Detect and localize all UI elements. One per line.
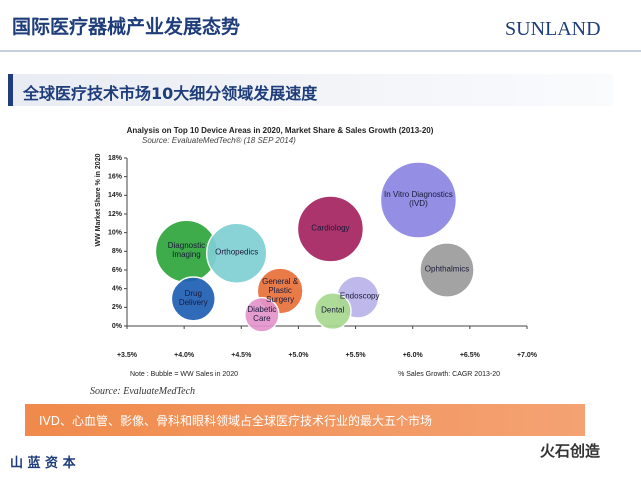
x-tick-label: +5.5% xyxy=(346,352,367,359)
chart-title: Analysis on Top 10 Device Areas in 2020,… xyxy=(127,126,434,135)
bubble xyxy=(379,161,458,239)
chart-note: Note : Bubble = WW Sales in 2020 xyxy=(130,371,238,378)
x-tick-label: +6.0% xyxy=(403,352,424,359)
x-tick-label: +4.0% xyxy=(174,352,195,359)
bubble-label: Cardiology xyxy=(311,223,350,233)
bubble-label: Orthopedics xyxy=(215,247,259,257)
bubble-label: Diagnostic Imaging xyxy=(167,241,206,260)
y-tick-label: 16% xyxy=(108,174,123,181)
bubble xyxy=(313,292,352,331)
x-axis-label: % Sales Growth: CAGR 2013-20 xyxy=(398,371,500,378)
watermark: 火石创造 xyxy=(540,442,601,460)
bubble-label: In Vitro Diagnostics (IVD) xyxy=(384,190,453,208)
bubble xyxy=(243,296,280,333)
x-tick-label: +4.5% xyxy=(231,352,252,359)
bubble-label: Ophthalmics xyxy=(424,264,470,274)
slide-title: 国际医疗器械产业发展态势 xyxy=(12,16,241,38)
highlight-bar: IVD、心血管、影像、骨科和眼科领域占全球医疗技术行业的最大五个市场 xyxy=(25,404,585,436)
x-tick-label: +7.0% xyxy=(517,352,538,359)
y-tick-label: 4% xyxy=(112,286,123,293)
bubble-label: General & Plastic Surgery xyxy=(262,276,299,304)
y-tick-label: 0% xyxy=(112,323,123,330)
y-axis-label: WW Market Share % in 2020 xyxy=(95,153,102,246)
y-tick-label: 6% xyxy=(112,267,123,274)
x-tick-label: +6.5% xyxy=(460,352,481,359)
highlight-text: IVD、心血管、影像、骨科和眼科领域占全球医疗技术行业的最大五个市场 xyxy=(39,414,432,428)
y-tick-label: 18% xyxy=(108,155,123,162)
bubble xyxy=(205,222,268,284)
section-banner: 全球医疗技术市场10大细分领域发展速度 xyxy=(8,74,613,106)
header-rule xyxy=(0,50,641,52)
y-tick-label: 8% xyxy=(112,248,123,255)
logo: SUNLAND xyxy=(505,18,601,40)
banner-text: 全球医疗技术市场10大细分领域发展速度 xyxy=(23,84,318,103)
y-tick-label: 14% xyxy=(108,192,123,199)
y-tick-label: 12% xyxy=(108,211,123,218)
bubble-label: Diabetic Care xyxy=(247,305,277,323)
bubble xyxy=(296,195,365,263)
company-name: 山 蓝 资 本 xyxy=(10,456,76,471)
bubble xyxy=(419,242,475,298)
y-tick-label: 10% xyxy=(108,230,123,237)
bubble-label: Drug Delivery xyxy=(178,289,208,307)
bubble-label: Dental xyxy=(321,305,345,315)
chart-subtitle: Source: EvaluateMedTech® (18 SEP 2014) xyxy=(142,136,296,145)
y-tick-label: 2% xyxy=(112,304,123,311)
bubble xyxy=(170,276,216,322)
bubble-label: Endoscopy xyxy=(339,291,380,301)
x-tick-label: +5.0% xyxy=(288,352,309,359)
source: Source: EvaluateMedTech xyxy=(90,386,196,397)
x-tick-label: +3.5% xyxy=(117,352,138,359)
